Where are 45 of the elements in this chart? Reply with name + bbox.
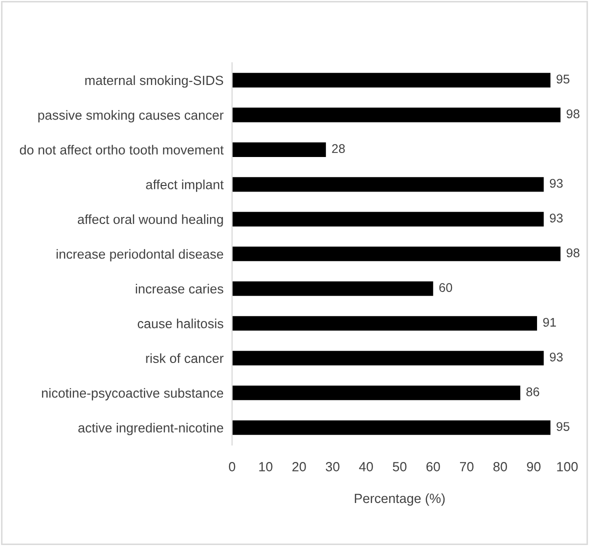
y-tick-label: passive smoking causes cancer xyxy=(38,110,224,122)
bar xyxy=(232,108,561,122)
bar xyxy=(232,142,326,157)
y-tick-label: active ingredient-nicotine xyxy=(78,422,224,436)
x-tick-label: 40 xyxy=(359,462,373,472)
x-axis-title: Percentage (%) xyxy=(354,493,445,506)
data-label: 60 xyxy=(439,283,452,292)
x-tick-label: 20 xyxy=(292,462,306,472)
data-label: 98 xyxy=(566,248,580,258)
data-label: 86 xyxy=(526,387,540,396)
data-label: 91 xyxy=(543,318,556,327)
x-tick-label: 60 xyxy=(426,462,440,472)
y-tick-label: do not affect ortho tooth movement xyxy=(20,144,224,155)
data-label: 95 xyxy=(556,422,570,431)
data-label: 93 xyxy=(550,214,563,222)
x-tick-label: 80 xyxy=(493,462,507,472)
bar xyxy=(232,350,544,366)
y-tick-label: nicotine-psycoactive substance xyxy=(42,388,224,400)
data-label: 98 xyxy=(566,109,580,118)
data-label: 28 xyxy=(332,144,345,154)
x-tick-label: 30 xyxy=(326,462,340,472)
x-tick-label: 70 xyxy=(460,462,474,472)
x-tick-label: 10 xyxy=(259,462,272,472)
x-tick-label: 0 xyxy=(228,462,236,472)
x-tick-label: 100 xyxy=(557,462,578,472)
y-tick-label: maternal smoking-SIDS xyxy=(85,75,224,88)
data-label: 93 xyxy=(550,352,563,362)
bar xyxy=(232,72,550,88)
bar xyxy=(232,386,520,400)
bar xyxy=(232,177,544,192)
bar xyxy=(232,316,538,331)
data-label: 93 xyxy=(550,178,563,188)
y-tick-label: risk of cancer xyxy=(146,353,224,364)
bar xyxy=(232,246,561,262)
bar xyxy=(232,281,434,296)
y-tick-label: increase periodontal disease xyxy=(56,249,224,262)
y-tick-label: cause halitosis xyxy=(138,318,224,328)
y-tick-label: increase caries xyxy=(136,284,224,294)
x-tick-label: 50 xyxy=(392,462,406,472)
bar xyxy=(232,212,544,226)
y-tick-label: affect oral wound healing xyxy=(78,214,223,227)
bar xyxy=(232,420,550,435)
y-tick-label: affect implant xyxy=(146,180,224,192)
data-label: 95 xyxy=(556,74,570,84)
x-tick-label: 90 xyxy=(526,462,541,472)
